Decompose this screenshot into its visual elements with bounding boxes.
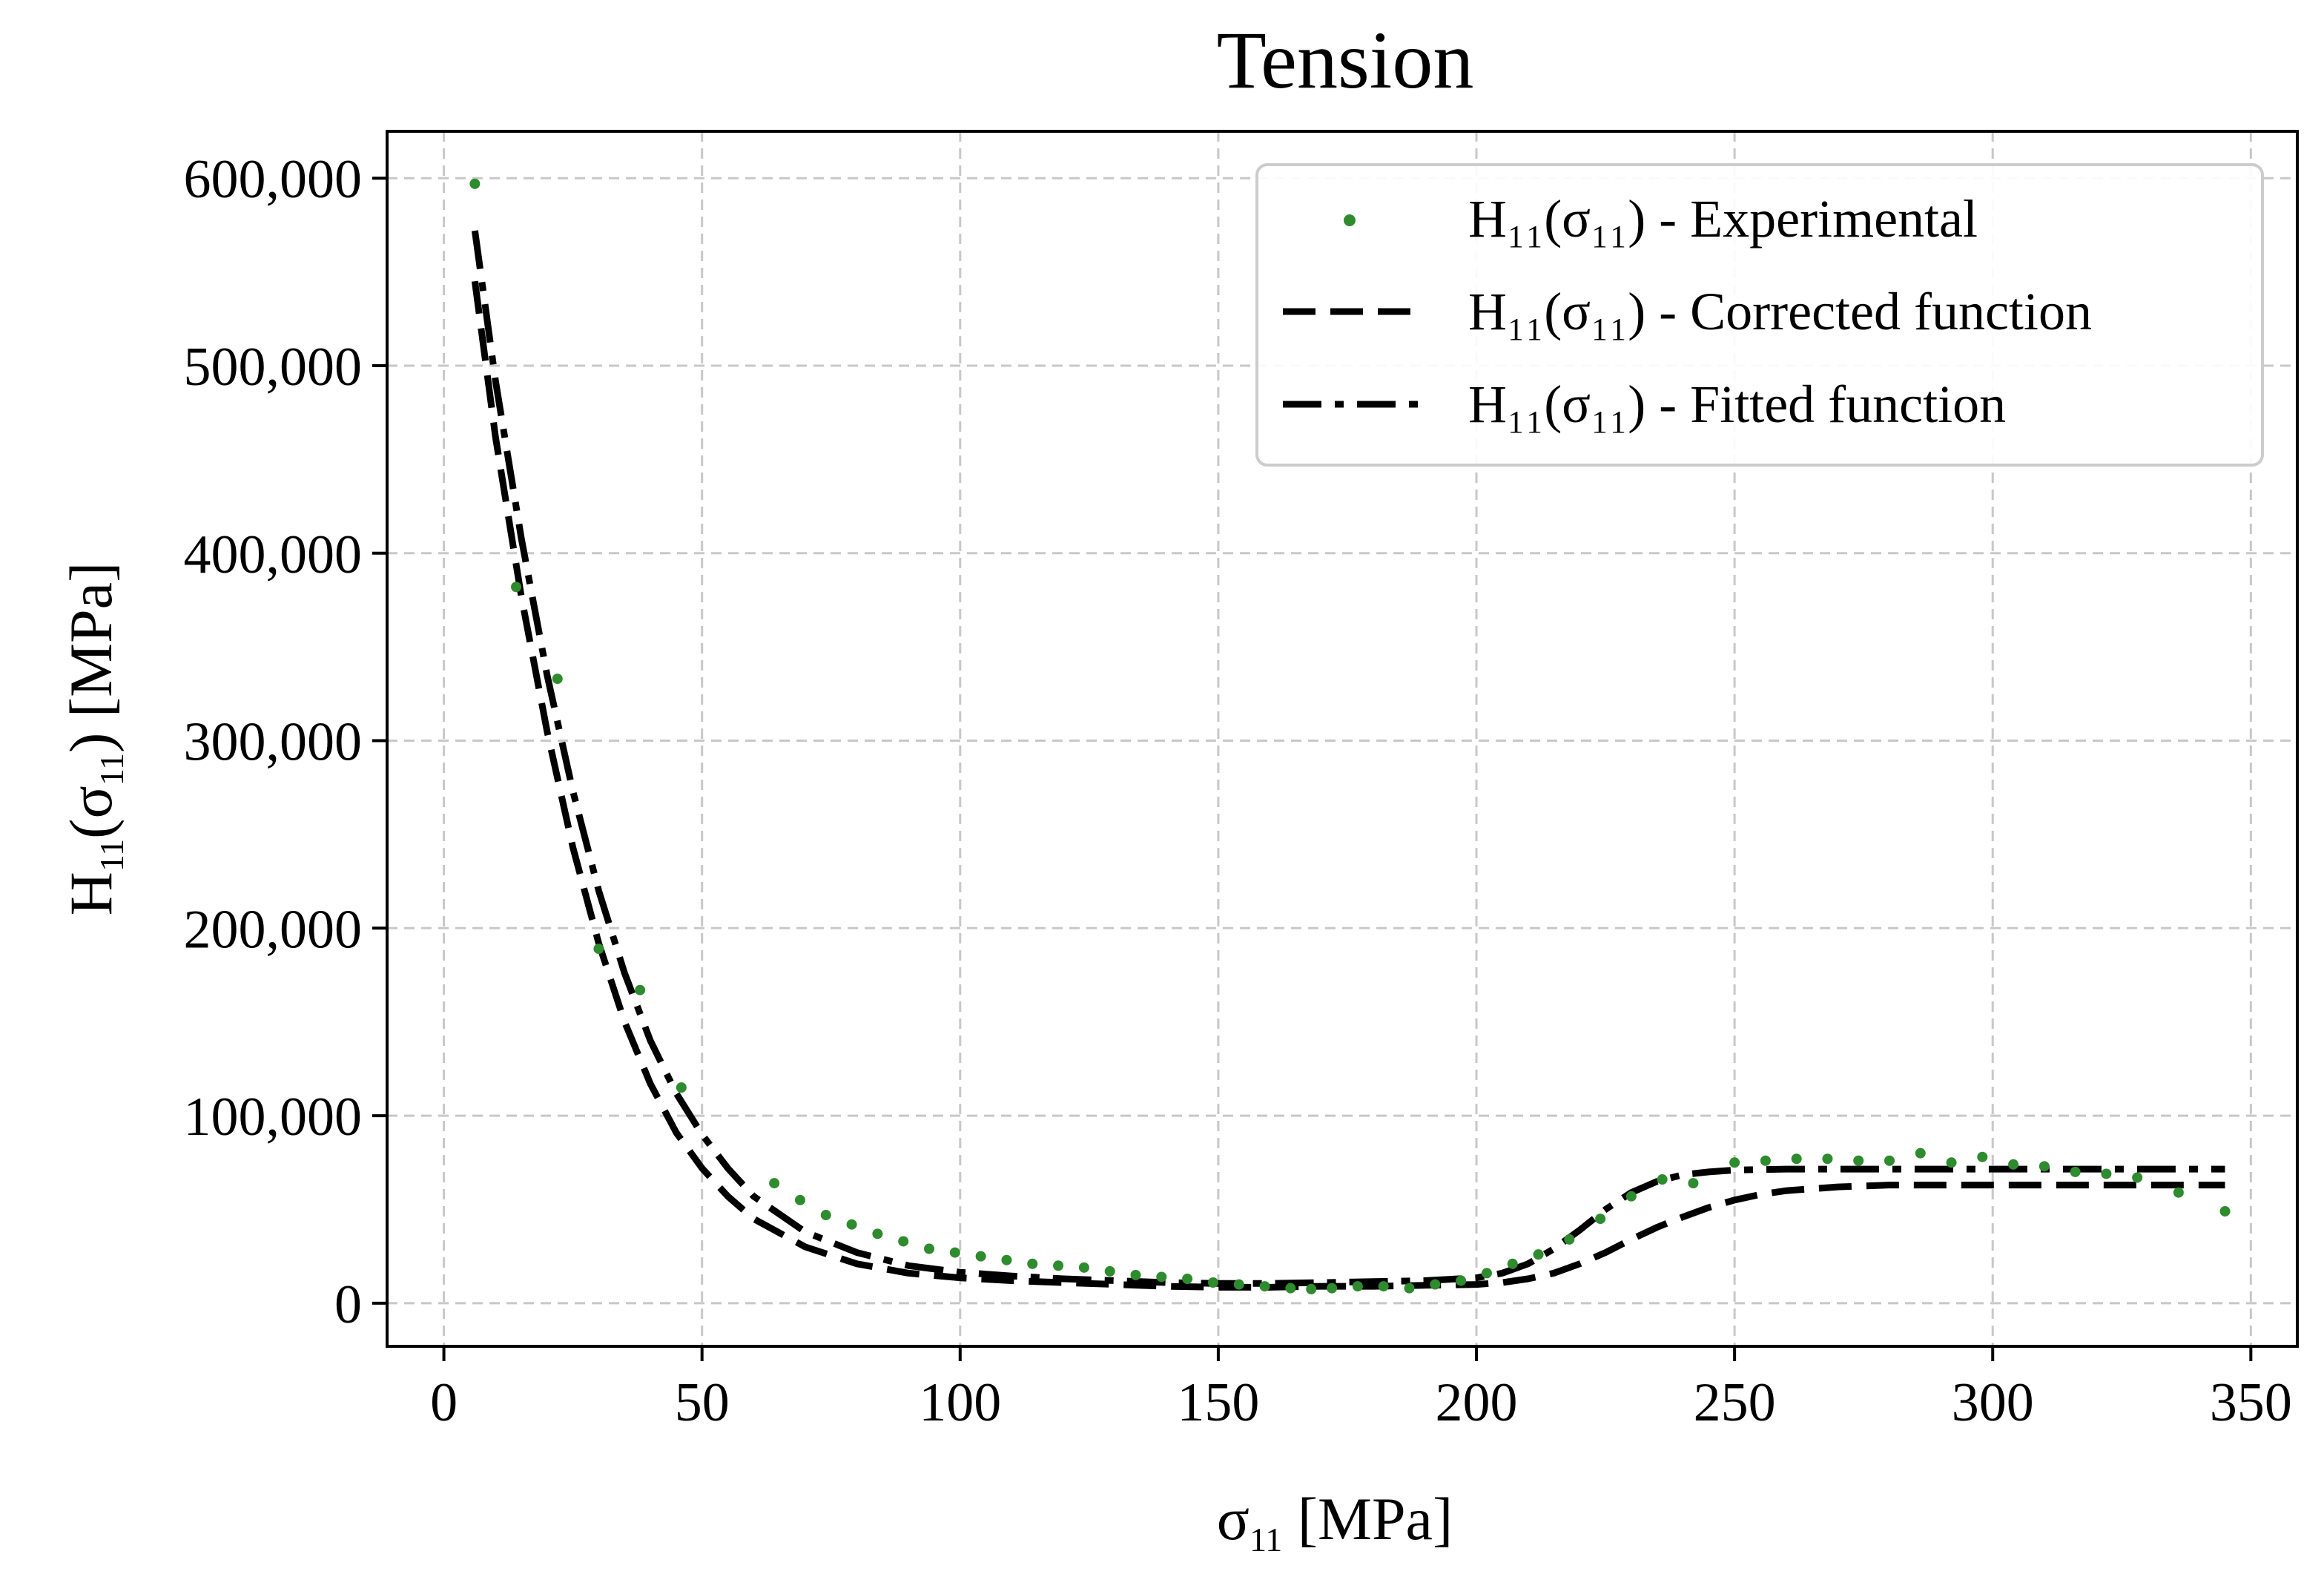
experimental-point <box>1595 1214 1606 1225</box>
experimental-point <box>1791 1153 1802 1165</box>
experimental-point <box>1378 1281 1389 1292</box>
experimental-point <box>1946 1157 1957 1168</box>
experimental-point <box>1327 1283 1338 1294</box>
legend-label-experimental: H₁₁(σ₁₁) - Experimental <box>1468 189 1978 248</box>
experimental-point <box>2039 1161 2050 1172</box>
experimental-point <box>1760 1155 1771 1166</box>
plot-points <box>469 178 2231 1294</box>
x-tick-label: 300 <box>1952 1372 2034 1433</box>
experimental-point <box>1625 1191 1637 1202</box>
y-tick-label: 500,000 <box>184 337 363 398</box>
chart-title: Tension <box>1217 15 1474 105</box>
x-axis-label: σ11 [MPa] <box>1217 1485 1453 1558</box>
experimental-point <box>1285 1283 1296 1294</box>
y-tick-label: 400,000 <box>184 524 363 585</box>
experimental-point <box>1657 1174 1668 1185</box>
experimental-point <box>924 1243 935 1254</box>
experimental-point <box>1352 1281 1363 1292</box>
plot-lines <box>471 230 2225 1291</box>
experimental-point <box>1481 1268 1492 1279</box>
legend: H₁₁(σ₁₁) - Experimental H₁₁(σ₁₁) - Corre… <box>1255 163 2264 467</box>
x-axis-ticks: 0 50 100 150 200 250 300 350 <box>430 1346 2292 1433</box>
corrected-function-line <box>471 280 2225 1291</box>
y-tick-label: 300,000 <box>184 712 363 773</box>
experimental-point <box>1233 1279 1244 1290</box>
experimental-point <box>1853 1155 1864 1166</box>
experimental-point <box>1207 1277 1218 1288</box>
y-tick-label: 600,000 <box>184 149 363 210</box>
experimental-point <box>2219 1206 2231 1217</box>
x-tick-label: 200 <box>1436 1372 1518 1433</box>
x-tick-label: 250 <box>1694 1372 1776 1433</box>
y-tick-label: 200,000 <box>184 899 363 960</box>
experimental-point <box>635 984 646 995</box>
experimental-point <box>1729 1157 1740 1168</box>
x-tick-label: 50 <box>675 1372 730 1433</box>
experimental-point <box>1688 1178 1699 1189</box>
experimental-point <box>676 1082 687 1093</box>
x-tick-label: 0 <box>430 1372 458 1433</box>
experimental-point <box>2132 1172 2143 1183</box>
experimental-point <box>898 1236 909 1247</box>
experimental-point <box>1156 1271 1167 1283</box>
legend-marker-experimental <box>1344 214 1356 226</box>
fitted-function-line <box>471 230 2225 1287</box>
experimental-point <box>1404 1283 1415 1294</box>
experimental-point <box>769 1178 780 1189</box>
y-tick-label: 0 <box>334 1274 362 1335</box>
experimental-point <box>1306 1283 1317 1294</box>
experimental-point <box>820 1210 831 1221</box>
y-axis-ticks: 0 100,000 200,000 300,000 400,000 500,000 600,… <box>184 149 387 1335</box>
experimental-point <box>1884 1155 1895 1166</box>
x-tick-label: 100 <box>919 1372 1001 1433</box>
experimental-point <box>1053 1260 1064 1271</box>
experimental-point <box>1001 1254 1012 1265</box>
experimental-point <box>1130 1269 1141 1280</box>
experimental-point <box>1977 1151 1988 1162</box>
experimental-point <box>1915 1148 1926 1159</box>
x-tick-label: 350 <box>2210 1372 2292 1433</box>
experimental-point <box>794 1194 805 1205</box>
experimental-point <box>1259 1281 1270 1292</box>
experimental-point <box>1507 1258 1518 1269</box>
experimental-point <box>1822 1153 1833 1165</box>
y-axis-label: H11(σ11) [MPa] <box>57 562 131 916</box>
experimental-point <box>593 944 604 955</box>
experimental-point <box>511 582 522 593</box>
experimental-point <box>1430 1279 1441 1290</box>
experimental-point <box>1078 1262 1089 1273</box>
experimental-point <box>1564 1234 1575 1245</box>
experimental-point <box>1182 1274 1193 1284</box>
experimental-point <box>975 1251 986 1262</box>
experimental-point <box>872 1228 883 1239</box>
experimental-point <box>846 1219 857 1230</box>
experimental-point <box>1104 1265 1115 1277</box>
experimental-point <box>1027 1258 1038 1269</box>
experimental-point <box>1533 1249 1544 1260</box>
experimental-point <box>2173 1187 2184 1198</box>
experimental-point <box>2070 1166 2081 1177</box>
experimental-point <box>2101 1168 2112 1179</box>
legend-label-corrected: H₁₁(σ₁₁) - Corrected function <box>1468 282 2092 341</box>
plot-frame <box>386 130 2299 1348</box>
legend-label-fitted: H₁₁(σ₁₁) - Fitted function <box>1468 375 2006 434</box>
experimental-point <box>469 178 481 189</box>
experimental-point <box>949 1247 960 1258</box>
experimental-point <box>552 674 563 685</box>
experimental-point <box>1456 1275 1467 1286</box>
experimental-point <box>2008 1159 2019 1170</box>
y-tick-label: 100,000 <box>184 1087 363 1148</box>
legend-box <box>1255 163 2264 467</box>
x-tick-label: 150 <box>1177 1372 1259 1433</box>
